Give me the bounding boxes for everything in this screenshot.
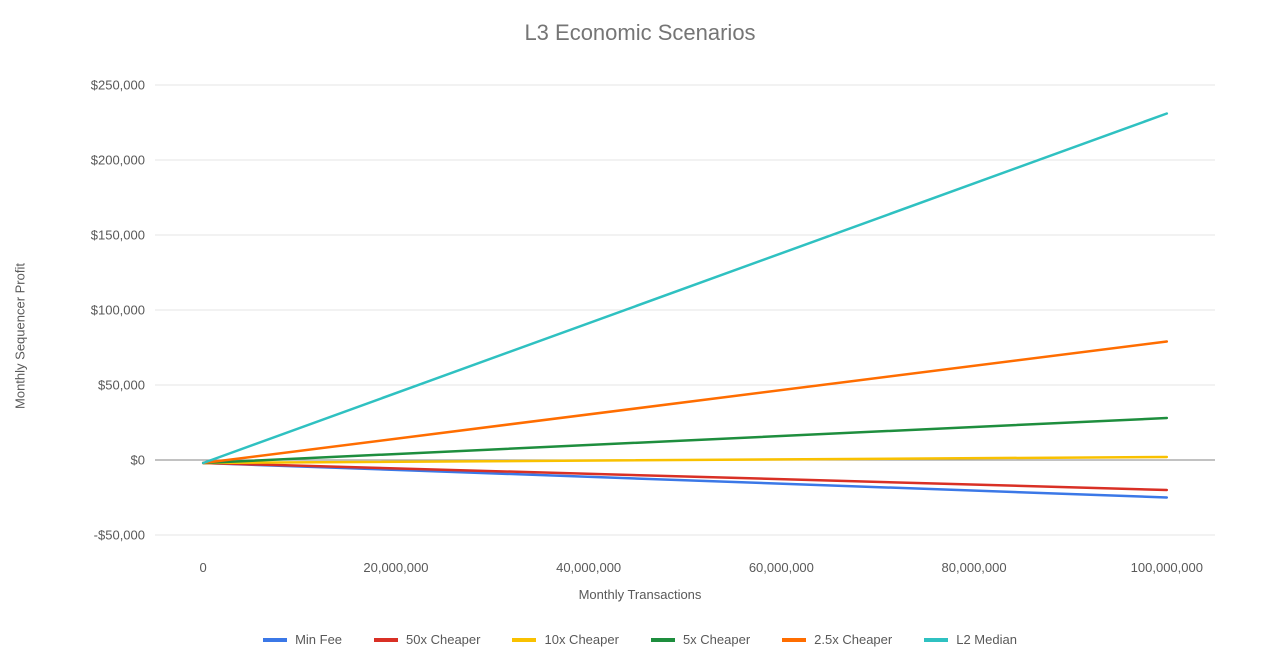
x-tick-label: 40,000,000 — [556, 560, 621, 575]
legend-swatch — [651, 638, 675, 642]
legend-label: 50x Cheaper — [406, 632, 480, 647]
legend: Min Fee 50x Cheaper 10x Cheaper 5x Cheaper 2… — [0, 632, 1280, 647]
y-tick-label: $50,000 — [98, 378, 145, 393]
plot-svg — [155, 70, 1215, 550]
legend-swatch — [512, 638, 536, 642]
chart-container: L3 Economic Scenarios Monthly Sequencer … — [0, 0, 1280, 672]
y-tick-label: $200,000 — [91, 153, 145, 168]
chart-title: L3 Economic Scenarios — [0, 20, 1280, 46]
x-tick-label: 80,000,000 — [942, 560, 1007, 575]
x-axis-title: Monthly Transactions — [0, 587, 1280, 602]
series-line — [203, 463, 1167, 490]
x-tick-label: 0 — [200, 560, 207, 575]
series-line — [203, 418, 1167, 463]
y-tick-label: $250,000 — [91, 78, 145, 93]
legend-swatch — [374, 638, 398, 642]
plot-area: -$50,000$0$50,000$100,000$150,000$200,00… — [155, 70, 1215, 550]
legend-item[interactable]: 10x Cheaper — [512, 632, 618, 647]
y-tick-label: -$50,000 — [94, 528, 145, 543]
legend-item[interactable]: 50x Cheaper — [374, 632, 480, 647]
legend-swatch — [263, 638, 287, 642]
y-tick-label: $150,000 — [91, 228, 145, 243]
legend-label: 2.5x Cheaper — [814, 632, 892, 647]
x-tick-label: 100,000,000 — [1131, 560, 1203, 575]
legend-label: L2 Median — [956, 632, 1017, 647]
series-line — [203, 342, 1167, 464]
x-tick-label: 20,000,000 — [363, 560, 428, 575]
legend-item[interactable]: 5x Cheaper — [651, 632, 750, 647]
y-tick-label: $0 — [131, 453, 145, 468]
legend-label: Min Fee — [295, 632, 342, 647]
y-tick-label: $100,000 — [91, 303, 145, 318]
legend-label: 5x Cheaper — [683, 632, 750, 647]
legend-swatch — [782, 638, 806, 642]
legend-item[interactable]: L2 Median — [924, 632, 1017, 647]
y-axis-title: Monthly Sequencer Profit — [13, 263, 28, 409]
legend-item[interactable]: 2.5x Cheaper — [782, 632, 892, 647]
legend-label: 10x Cheaper — [544, 632, 618, 647]
legend-swatch — [924, 638, 948, 642]
x-tick-label: 60,000,000 — [749, 560, 814, 575]
series-line — [203, 114, 1167, 464]
legend-item[interactable]: Min Fee — [263, 632, 342, 647]
